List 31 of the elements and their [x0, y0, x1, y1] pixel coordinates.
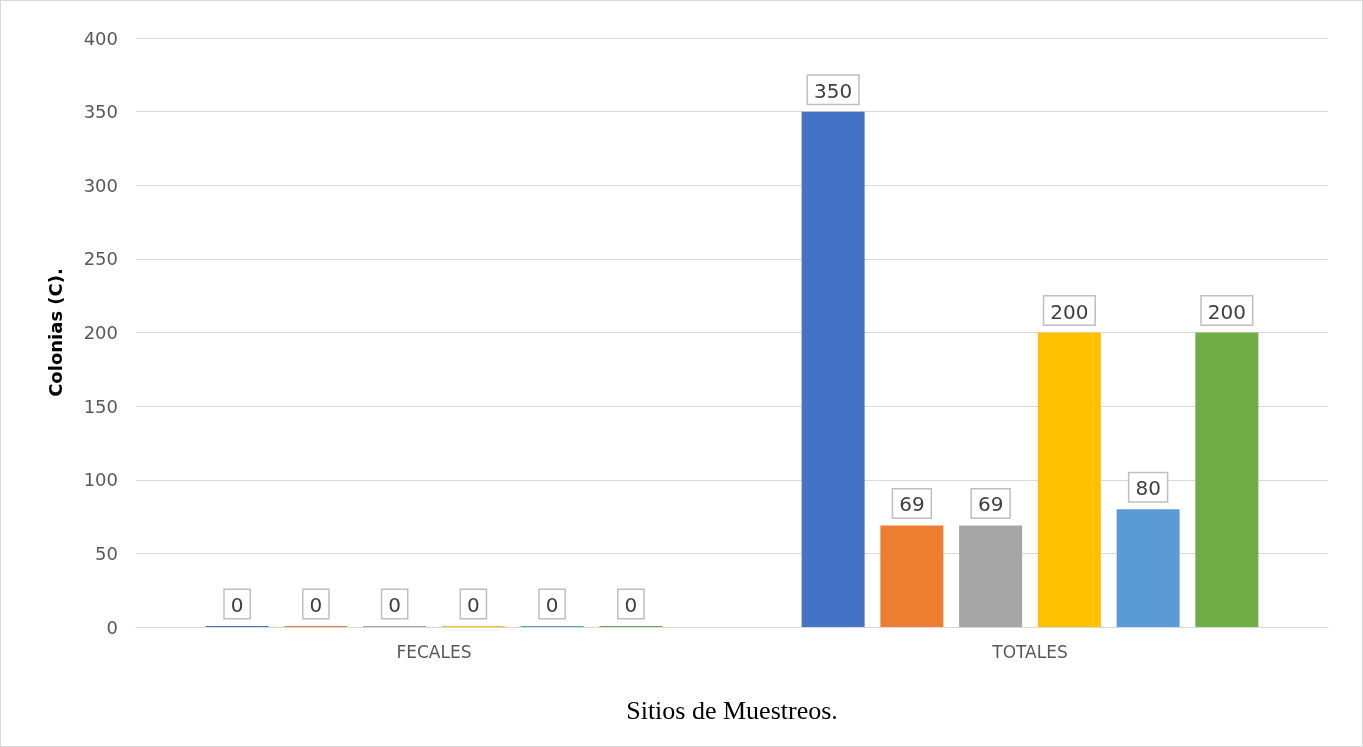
y-tick-label: 150 — [83, 395, 118, 417]
data-label: 0 — [230, 593, 244, 617]
bar — [1195, 332, 1259, 627]
data-label: 200 — [1207, 299, 1246, 324]
y-tick-label: 350 — [83, 101, 118, 123]
data-label: 350 — [814, 78, 853, 103]
bar — [880, 525, 944, 627]
bar — [801, 111, 865, 627]
y-tick-label: 200 — [83, 322, 118, 343]
x-tick-label: FECALES — [396, 641, 472, 662]
y-tick-label: 300 — [83, 174, 118, 196]
y-tick-label: 400 — [83, 27, 118, 49]
bar — [959, 525, 1023, 627]
data-label: 69 — [977, 492, 1004, 517]
data-label: 0 — [624, 593, 638, 617]
x-tick-label: TOTALES — [991, 641, 1068, 662]
data-label: 200 — [1050, 299, 1089, 324]
data-label: 0 — [467, 593, 480, 617]
data-label: 69 — [899, 492, 925, 517]
bar — [1116, 509, 1180, 627]
y-tick-label: 250 — [83, 248, 118, 270]
x-axis-title: Sitios de Muestreos. — [626, 695, 838, 725]
y-tick-label: 0 — [106, 616, 118, 638]
data-label: 80 — [1135, 476, 1161, 501]
y-tick-label: 50 — [95, 542, 118, 564]
data-label: 0 — [309, 593, 323, 617]
data-label: 0 — [388, 593, 401, 617]
y-tick-label: 100 — [83, 469, 118, 491]
data-label: 0 — [545, 593, 559, 617]
y-axis-title: Colonias (C). — [44, 268, 66, 397]
bar — [1037, 332, 1101, 627]
